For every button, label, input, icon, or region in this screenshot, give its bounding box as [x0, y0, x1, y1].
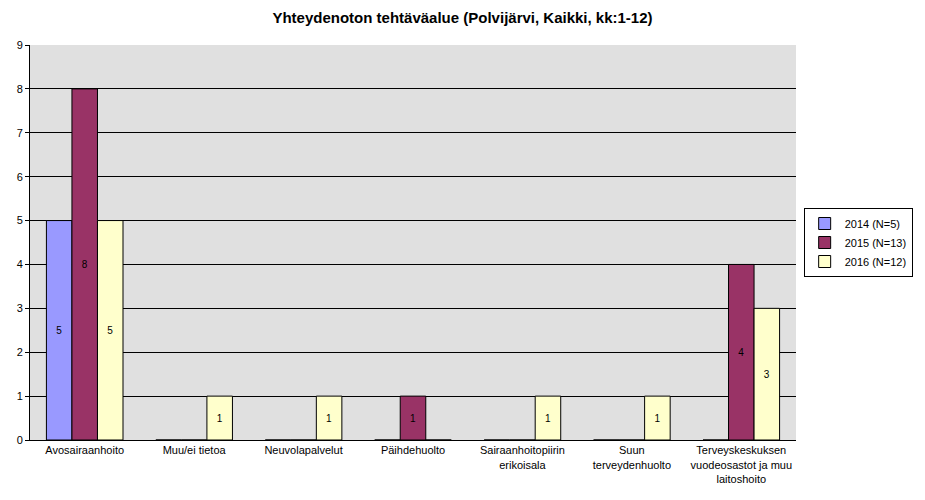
svg-text:2015 (N=13): 2015 (N=13) — [845, 237, 906, 249]
svg-text:8: 8 — [82, 259, 88, 270]
svg-text:1: 1 — [410, 413, 416, 424]
svg-text:5: 5 — [56, 325, 62, 336]
svg-text:4: 4 — [738, 347, 744, 358]
svg-text:5: 5 — [107, 325, 113, 336]
svg-text:1: 1 — [654, 413, 660, 424]
svg-text:Avosairaanhoito: Avosairaanhoito — [45, 444, 124, 456]
svg-text:2014 (N=5): 2014 (N=5) — [845, 218, 900, 230]
svg-text:1: 1 — [326, 413, 332, 424]
svg-text:Suunterveydenhuolto: Suunterveydenhuolto — [593, 444, 671, 470]
svg-text:2: 2 — [17, 346, 23, 358]
svg-text:8: 8 — [17, 83, 23, 95]
svg-text:2016 (N=12): 2016 (N=12) — [845, 256, 906, 268]
svg-text:5: 5 — [17, 214, 23, 226]
svg-text:1: 1 — [217, 413, 223, 424]
svg-text:Päihdehuolto: Päihdehuolto — [381, 444, 445, 456]
svg-text:9: 9 — [17, 39, 23, 51]
svg-text:0: 0 — [17, 434, 23, 446]
svg-text:4: 4 — [17, 258, 23, 270]
svg-text:7: 7 — [17, 127, 23, 139]
svg-text:Muu/ei tietoa: Muu/ei tietoa — [163, 444, 227, 456]
svg-text:Yhteydenoton tehtäväalue (Polv: Yhteydenoton tehtäväalue (Polvijärvi, Ka… — [272, 9, 652, 26]
svg-text:3: 3 — [17, 302, 23, 314]
svg-text:1: 1 — [545, 413, 551, 424]
svg-text:6: 6 — [17, 171, 23, 183]
svg-text:3: 3 — [764, 369, 770, 380]
svg-text:Neuvolapalvelut: Neuvolapalvelut — [264, 444, 342, 456]
svg-text:Sairaanhoitopiirinerikoisala: Sairaanhoitopiirinerikoisala — [480, 444, 565, 470]
svg-text:Terveyskeskuksenvuodeosastot j: Terveyskeskuksenvuodeosastot ja muulaito… — [691, 444, 793, 485]
svg-text:1: 1 — [17, 390, 23, 402]
